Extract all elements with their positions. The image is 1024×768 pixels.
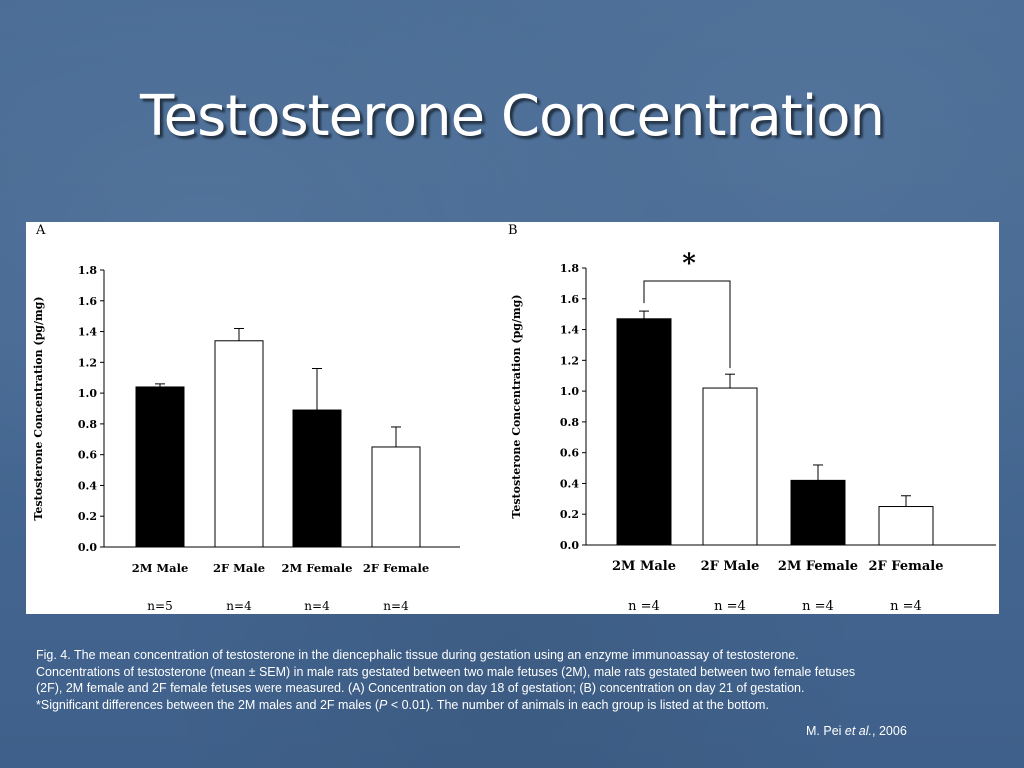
panel-b-n-label: n =4 [802, 599, 834, 614]
citation-etal: et al. [844, 724, 873, 738]
panel-b-category-label: 2M Female [778, 559, 858, 574]
panel-a-n-label: n=5 [147, 599, 172, 613]
panel-a-category-label: 2M Female [282, 561, 353, 575]
panel-b-n-label: n =4 [890, 599, 922, 614]
citation: M. Pei et al., 2006 [806, 724, 907, 738]
caption-p-symbol: P [379, 697, 388, 712]
panel-a-y-tick-label: 0.0 [78, 541, 97, 554]
citation-year: , 2006 [872, 724, 907, 738]
panel-b-y-tick-label: 0.6 [560, 447, 579, 460]
panel-a-y-tick-label: 0.8 [78, 418, 97, 431]
caption-line-1: Fig. 4. The mean concentration of testos… [36, 648, 799, 662]
panel-a-bar [214, 340, 264, 548]
panel-b-y-tick-label: 1.6 [560, 293, 579, 306]
panel-b-y-tick-label: 0.8 [560, 416, 579, 429]
panel-a-bar [371, 446, 421, 548]
panel-a-bar [292, 409, 342, 548]
panel-b-significance-bracket [643, 280, 731, 369]
panel-a-y-tick-label: 1.8 [78, 264, 97, 277]
slide-title: Testosterone Concentration [139, 84, 885, 149]
panel-b-n-label: n =4 [714, 599, 746, 614]
panel-a-y-tick-label: 0.2 [78, 510, 97, 523]
panel-b-bar [878, 506, 934, 546]
panel-b-y-tick-label: 1.0 [560, 385, 579, 398]
panel-a-category-label: 2F Male [213, 561, 265, 575]
panel-b-bar [702, 387, 758, 546]
panel-b-y-tick-label: 1.8 [560, 262, 579, 275]
panel-b-y-axis-label: Testosterone Concentration (pg/mg) [510, 294, 523, 518]
panel-b-category-label: 2F Male [701, 559, 760, 574]
panel-a-n-label: n=4 [226, 599, 252, 613]
citation-author: M. Pei [806, 724, 845, 738]
panel-a-n-label: n=4 [304, 599, 330, 613]
caption-line-4b: < 0.01). The number of animals in each g… [387, 697, 769, 712]
panel-b-letter: B [508, 223, 518, 238]
panel-a-y-tick-label: 1.6 [78, 295, 97, 308]
panel-a-bar [135, 386, 185, 548]
figure-caption: Fig. 4. The mean concentration of testos… [36, 647, 986, 713]
panel-b-category-label: 2M Male [612, 559, 676, 574]
panel-b-y-tick-label: 1.2 [560, 354, 579, 367]
panel-a-y-tick-label: 0.4 [78, 479, 97, 492]
panel-a-y-tick-label: 1.4 [78, 326, 97, 339]
panel-a-y-tick-label: 0.6 [78, 449, 97, 462]
panel-b-n-label: n =4 [628, 599, 660, 614]
panel-a-y-tick-label: 1.2 [78, 356, 97, 369]
panel-a-category-label: 2M Male [132, 561, 189, 575]
panel-b-category-label: 2F Female [869, 559, 944, 574]
panel-a-y-tick-label: 1.0 [78, 387, 97, 400]
panel-b-y-tick-label: 0.2 [560, 508, 579, 521]
panel-b-bar [790, 479, 846, 546]
testosterone-bar-charts: A 0.0 0.2 0.4 0.6 0.8 1.0 1.2 1.4 1.6 1.8 Testoster… [32, 223, 996, 614]
panel-a-category-label: 2F Female [363, 561, 429, 575]
caption-line-4a: *Significant differences between the 2M … [36, 697, 380, 712]
panel-a-letter: A [35, 223, 46, 238]
panel-b-significance-marker: * [682, 249, 696, 279]
caption-line-2: Concentrations of testosterone (mean ± S… [36, 664, 856, 679]
panel-b-y-tick-label: 1.4 [560, 324, 579, 337]
figure-panel: A 0.0 0.2 0.4 0.6 0.8 1.0 1.2 1.4 1.6 1.8 Testoster… [26, 222, 999, 614]
panel-a-n-label: n=4 [383, 599, 409, 613]
panel-a-y-axis-label: Testosterone Concentration (pg/mg) [32, 296, 45, 520]
panel-b-bar [616, 318, 672, 546]
panel-b-y-tick-label: 0.0 [560, 539, 579, 552]
panel-b-y-tick-label: 0.4 [560, 477, 579, 490]
caption-line-3: (2F), 2M female and 2F female fetuses we… [36, 681, 805, 695]
